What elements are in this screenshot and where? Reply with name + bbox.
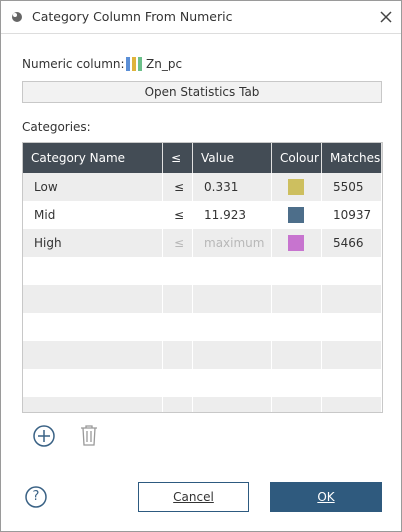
- column-header: ≤: [163, 143, 193, 173]
- statistics-button[interactable]: Open Statistics Tab: [22, 81, 382, 103]
- empty-cell: [322, 285, 382, 313]
- numeric-column[interactable]: Zn_pc: [146, 57, 183, 71]
- app-icon: [12, 12, 22, 22]
- table-row: [23, 257, 382, 285]
- empty-cell: [23, 285, 163, 313]
- empty-cell: [193, 369, 272, 397]
- empty-cell: [23, 257, 163, 285]
- empty-cell: [193, 397, 272, 412]
- table-row: [23, 313, 382, 341]
- table-cell: Mid: [23, 201, 163, 229]
- empty-cell: [272, 397, 322, 412]
- table-row: High ≤ maximum 5466: [23, 229, 382, 257]
- help-button[interactable]: ?: [32, 489, 40, 504]
- empty-cell: [272, 341, 322, 369]
- delete-button[interactable]: [79, 424, 99, 446]
- empty-cell: [193, 313, 272, 341]
- add-button[interactable]: [32, 424, 56, 448]
- help-icon[interactable]: [25, 486, 47, 508]
- table-row: [23, 369, 382, 397]
- column-header: Category Name: [23, 143, 163, 173]
- empty-cell: [322, 369, 382, 397]
- empty-cell: [193, 285, 272, 313]
- table-row: [23, 285, 382, 313]
- dialog-title: Category Column From Numeric: [32, 9, 233, 24]
- ok-button[interactable]: OK: [270, 482, 382, 512]
- close-button[interactable]: [379, 10, 393, 24]
- table-row: [23, 341, 382, 369]
- table-cell: [272, 201, 322, 229]
- empty-cell: [193, 257, 272, 285]
- empty-cell: [272, 257, 322, 285]
- empty-cell: [23, 369, 163, 397]
- empty-cell: [163, 369, 193, 397]
- table-cell: maximum: [193, 229, 272, 257]
- table-cell: High: [23, 229, 163, 257]
- empty-cell: [23, 313, 163, 341]
- empty-cell: [163, 257, 193, 285]
- separator: [1, 33, 401, 34]
- table-cell: ≤: [163, 229, 193, 257]
- table-row: Low ≤0.331 5505: [23, 173, 382, 201]
- empty-cell: [23, 397, 163, 412]
- empty-cell: [272, 369, 322, 397]
- empty-cell: [163, 313, 193, 341]
- empty-cell: [193, 341, 272, 369]
- empty-cell: [322, 341, 382, 369]
- table-cell: 11.923: [193, 201, 272, 229]
- table-cell: Low: [23, 173, 163, 201]
- empty-cell: [272, 285, 322, 313]
- table-cell: 5505: [322, 173, 382, 201]
- table-row: [23, 397, 382, 412]
- empty-cell: [163, 285, 193, 313]
- empty-cell: [163, 341, 193, 369]
- table-cell: [272, 229, 322, 257]
- colour-swatch: [288, 207, 304, 223]
- categories-table: Category Name ≤ Value Colour Matches Low ≤0.33…: [22, 142, 383, 413]
- table-row: Mid ≤11.923 10937: [23, 201, 382, 229]
- table-cell: 5466: [322, 229, 382, 257]
- empty-cell: [322, 257, 382, 285]
- table-cell: [272, 173, 322, 201]
- empty-cell: [322, 313, 382, 341]
- column-header: Value: [193, 143, 272, 173]
- table-cell: ≤: [163, 173, 193, 201]
- cancel-button[interactable]: Cancel: [138, 482, 249, 512]
- empty-cell: [272, 313, 322, 341]
- categories-label: Categories:: [22, 120, 91, 134]
- empty-cell: [23, 341, 163, 369]
- colour-swatch: [288, 235, 304, 251]
- numeric-column-label: Numeric column:: [22, 57, 125, 71]
- table-cell: 10937: [322, 201, 382, 229]
- column-header: Colour: [272, 143, 322, 173]
- column-header: Matches: [322, 143, 382, 173]
- table-cell: 0.331: [193, 173, 272, 201]
- table-cell: ≤: [163, 201, 193, 229]
- empty-cell: [163, 397, 193, 412]
- column-icon: [126, 57, 142, 71]
- colour-swatch: [288, 179, 304, 195]
- empty-cell: [322, 397, 382, 412]
